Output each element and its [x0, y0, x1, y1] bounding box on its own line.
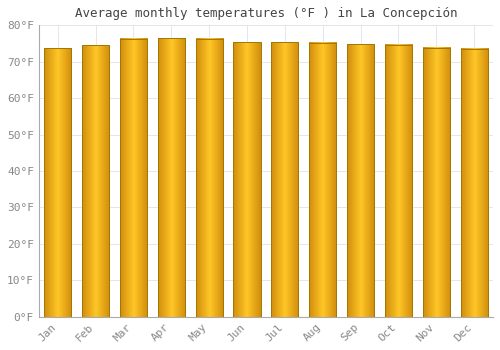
- Bar: [271, 42, 298, 317]
- Bar: [385, 44, 412, 317]
- Bar: [309, 43, 336, 317]
- Bar: [158, 38, 185, 317]
- Bar: [347, 44, 374, 317]
- Bar: [120, 39, 147, 317]
- Bar: [234, 42, 260, 317]
- Title: Average monthly temperatures (°F ) in La Concepción: Average monthly temperatures (°F ) in La…: [74, 7, 457, 20]
- Bar: [460, 49, 488, 317]
- Bar: [82, 45, 109, 317]
- Bar: [44, 48, 72, 317]
- Bar: [422, 48, 450, 317]
- Bar: [196, 39, 223, 317]
